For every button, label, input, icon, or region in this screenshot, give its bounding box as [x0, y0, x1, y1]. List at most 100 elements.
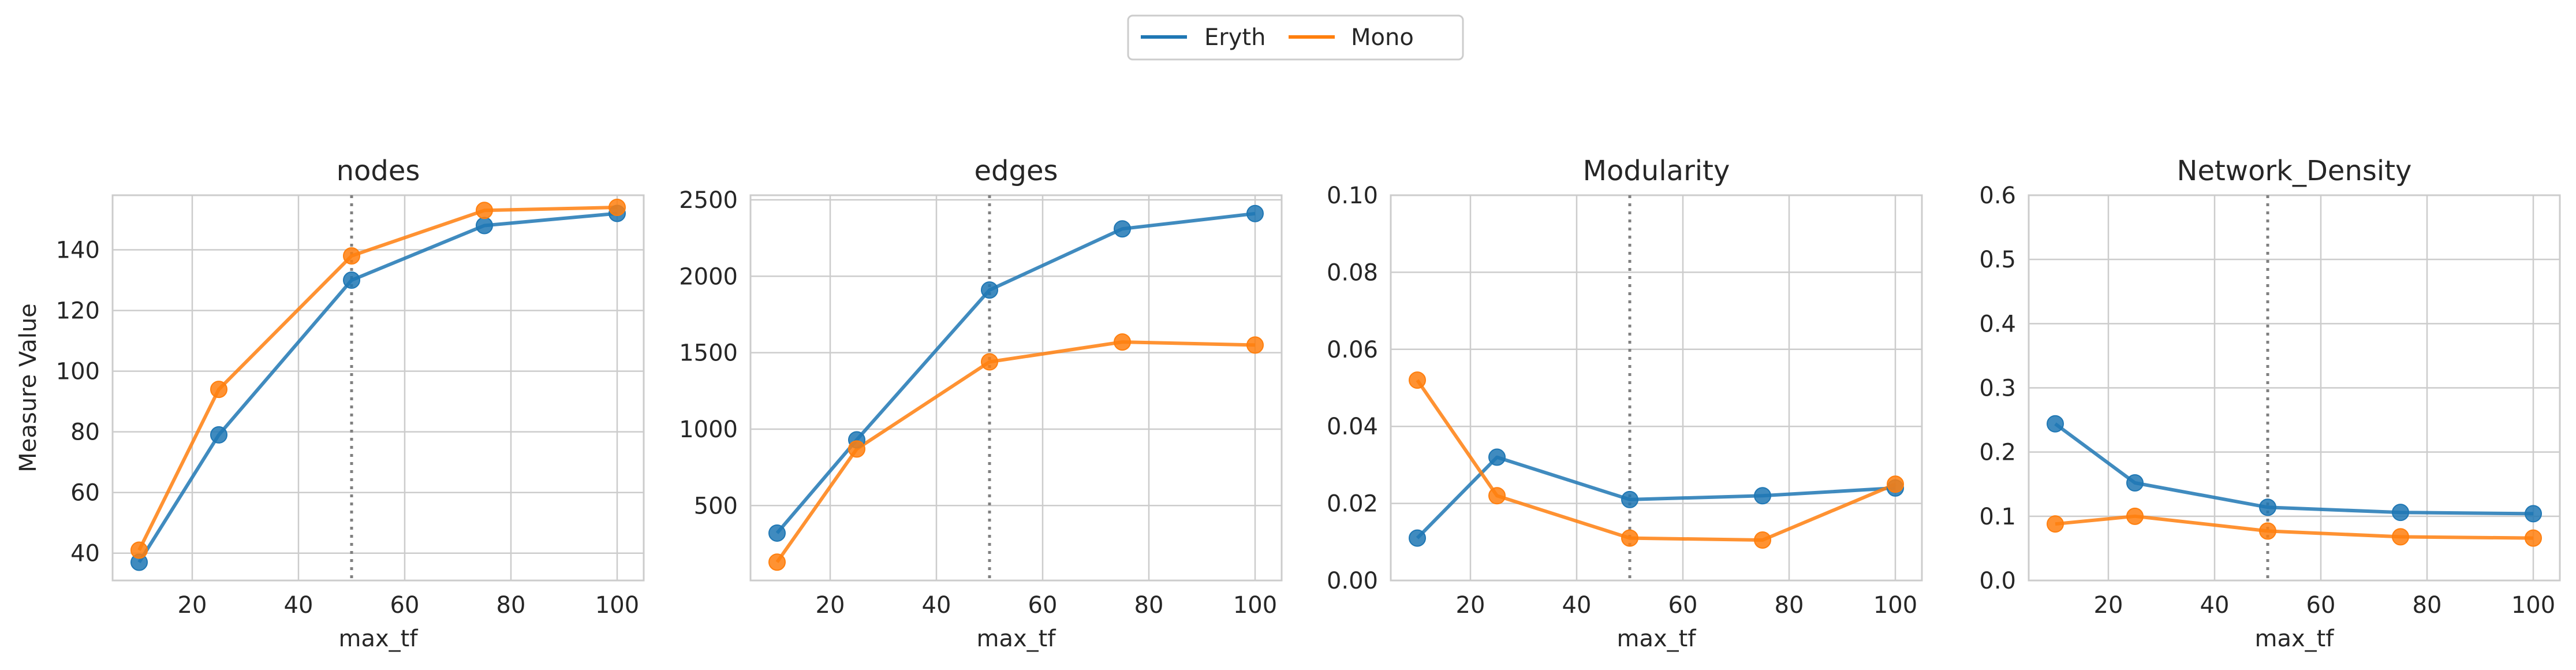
x-axis-label: max_tf	[2255, 626, 2335, 652]
data-point-mono	[1488, 487, 1506, 505]
data-point-mono	[1887, 475, 1904, 493]
panels: 40 60 80 100 120 140 20 40 60 80 100 nodes max_tf Mea…	[15, 155, 2561, 652]
data-point-mono	[2525, 529, 2542, 547]
data-point-eryth	[2525, 505, 2542, 523]
x-tick-label: 100	[1233, 592, 1277, 619]
data-point-eryth	[1621, 490, 1638, 508]
y-tick-label: 0.06	[1327, 337, 1378, 363]
panel-title: nodes	[337, 155, 420, 187]
x-tick-label: 80	[1134, 592, 1164, 619]
y-tick-label: 0.08	[1327, 259, 1378, 286]
y-tick-label: 0.2	[1979, 440, 2016, 466]
y-tick-label: 40	[70, 541, 100, 567]
data-point-mono	[1409, 371, 1426, 389]
data-point-eryth	[981, 281, 998, 299]
x-tick-label: 100	[595, 592, 639, 619]
data-point-mono	[1114, 333, 1131, 351]
x-axis-label: max_tf	[977, 626, 1056, 652]
x-tick-label: 60	[2306, 592, 2336, 619]
data-point-eryth	[2047, 415, 2064, 433]
data-point-eryth	[768, 524, 786, 542]
x-tick-label: 40	[2200, 592, 2230, 619]
y-axis-label: Measure Value	[15, 303, 42, 472]
data-point-eryth	[476, 217, 493, 234]
y-tick-label: 60	[70, 480, 100, 507]
data-point-mono	[1621, 529, 1638, 547]
data-point-eryth	[1754, 487, 1771, 505]
x-tick-label: 80	[1775, 592, 1804, 619]
data-point-eryth	[1488, 448, 1506, 466]
x-axis-label: max_tf	[339, 626, 419, 652]
data-point-mono	[981, 353, 998, 371]
data-point-eryth	[343, 271, 360, 289]
x-tick-label: 100	[1873, 592, 1917, 619]
x-tick-label: 40	[284, 592, 313, 619]
data-point-mono	[768, 553, 786, 571]
data-point-mono	[1246, 336, 1264, 354]
panel-modularity: 0.00 0.02 0.04 0.06 0.08 0.10 20 40 60 80 100 Modul…	[1327, 155, 1923, 652]
data-point-eryth	[2392, 504, 2409, 522]
x-tick-label: 80	[496, 592, 526, 619]
y-tick-label: 1500	[679, 340, 738, 367]
y-tick-label: 0.3	[1979, 375, 2016, 402]
data-point-eryth	[1114, 220, 1131, 238]
x-tick-label: 20	[178, 592, 207, 619]
panel-nodes: 40 60 80 100 120 140 20 40 60 80 100 nodes max_tf Mea…	[15, 155, 645, 652]
y-tick-label: 140	[56, 237, 100, 264]
data-point-mono	[343, 247, 360, 265]
data-point-mono	[848, 440, 865, 458]
data-point-mono	[1754, 531, 1771, 549]
data-point-eryth	[2259, 498, 2276, 516]
y-tick-label: 80	[70, 419, 100, 446]
y-tick-label: 0.0	[1979, 568, 2016, 594]
data-point-mono	[476, 202, 493, 219]
axes-frame	[2028, 194, 2561, 582]
legend: Eryth Mono	[1127, 14, 1464, 61]
axes-frame	[749, 194, 1283, 582]
data-point-eryth	[1409, 529, 1426, 547]
panel-network-density: 0.0 0.1 0.2 0.3 0.4 0.5 0.6 20 40 60 80 100 Network_…	[1979, 155, 2561, 652]
legend-label-mono: Mono	[1351, 24, 1414, 51]
x-tick-label: 40	[922, 592, 951, 619]
x-tick-label: 60	[390, 592, 420, 619]
x-tick-label: 20	[816, 592, 845, 619]
data-point-eryth	[210, 426, 227, 444]
y-tick-label: 0.4	[1979, 311, 2016, 337]
axes-frame	[1390, 194, 1923, 582]
y-tick-label: 2500	[679, 187, 738, 214]
data-point-mono	[210, 381, 227, 399]
x-tick-label: 60	[1668, 592, 1698, 619]
y-tick-label: 2000	[679, 263, 738, 290]
y-tick-label: 0.02	[1327, 491, 1378, 518]
y-tick-label: 0.5	[1979, 247, 2016, 273]
legend-label-eryth: Eryth	[1204, 24, 1265, 51]
data-point-mono	[130, 541, 148, 559]
x-tick-label: 60	[1028, 592, 1058, 619]
panel-title: Network_Density	[2177, 155, 2412, 187]
x-tick-label: 40	[1562, 592, 1592, 619]
data-point-mono	[2392, 528, 2409, 546]
panel-edges: 500 1000 1500 2000 2500 20 40 60 80 100 edges max_t…	[679, 155, 1283, 652]
panel-title: Modularity	[1583, 155, 1730, 187]
y-tick-label: 0.00	[1327, 568, 1378, 594]
y-tick-label: 0.1	[1979, 504, 2016, 530]
data-point-eryth	[1246, 204, 1264, 222]
x-tick-label: 20	[2094, 592, 2123, 619]
y-tick-label: 500	[694, 493, 738, 519]
x-tick-label: 100	[2511, 592, 2555, 619]
y-tick-label: 0.6	[1979, 183, 2016, 209]
data-point-eryth	[2126, 474, 2144, 492]
y-tick-label: 1000	[679, 416, 738, 443]
x-tick-label: 20	[1456, 592, 1485, 619]
data-point-mono	[2126, 507, 2144, 525]
axes-frame	[111, 194, 645, 582]
y-tick-label: 0.10	[1327, 183, 1378, 209]
y-tick-label: 120	[56, 298, 100, 325]
y-tick-label: 0.04	[1327, 414, 1378, 440]
panel-title: edges	[974, 155, 1058, 187]
data-point-mono	[2047, 515, 2064, 533]
data-point-mono	[608, 199, 626, 217]
data-point-mono	[2259, 522, 2276, 540]
